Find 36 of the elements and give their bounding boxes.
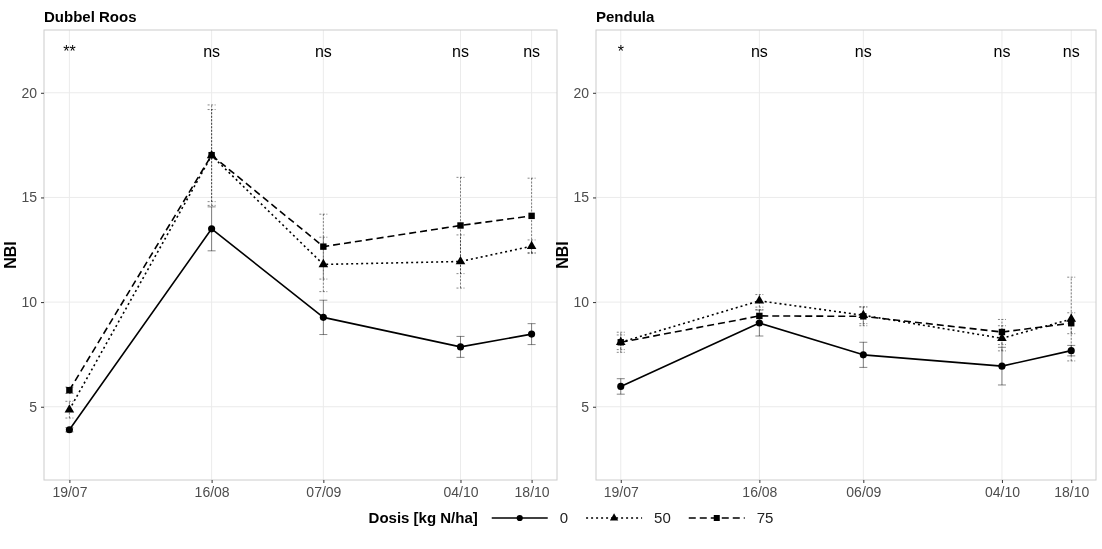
x-tick-label: 07/09 xyxy=(306,483,342,500)
chart-title: Pendula xyxy=(596,8,655,25)
x-tick-label: 19/07 xyxy=(603,483,639,500)
annotation: ** xyxy=(63,43,76,60)
legend-label: 75 xyxy=(756,509,774,526)
chart-title: Dubbel Roos xyxy=(44,8,137,25)
annotation: ns xyxy=(993,43,1011,60)
annotation: ns xyxy=(314,43,332,60)
y-tick-label: 15 xyxy=(21,189,38,206)
x-tick-label: 18/10 xyxy=(514,483,550,500)
annotation: * xyxy=(617,43,624,60)
y-tick-label: 20 xyxy=(573,84,590,101)
x-tick-label: 16/08 xyxy=(742,483,778,500)
y-tick-label: 15 xyxy=(573,189,590,206)
annotation: ns xyxy=(1062,43,1080,60)
annotation: ns xyxy=(750,43,768,60)
annotation: ns xyxy=(523,43,541,60)
y-axis-title: NBI xyxy=(554,241,571,269)
annotation: ns xyxy=(854,43,872,60)
annotation: ns xyxy=(452,43,469,60)
x-tick-label: 04/10 xyxy=(984,483,1021,500)
x-tick-label: 06/09 xyxy=(846,483,882,500)
x-tick-label: 19/07 xyxy=(52,483,88,500)
y-tick-label: 20 xyxy=(21,84,38,101)
x-tick-label: 04/10 xyxy=(443,483,479,500)
y-tick-label: 10 xyxy=(573,294,590,311)
legend-label: 0 xyxy=(559,509,569,526)
legend-label: 50 xyxy=(654,509,671,526)
y-tick-label: 5 xyxy=(581,398,590,415)
x-tick-label: 16/08 xyxy=(194,483,230,500)
annotation: ns xyxy=(203,43,221,60)
y-axis-title: NBI xyxy=(2,241,19,269)
y-tick-label: 5 xyxy=(29,398,38,415)
x-tick-label: 18/10 xyxy=(1054,483,1090,500)
y-tick-label: 10 xyxy=(21,294,38,311)
legend-title: Dosis [kg N/ha] xyxy=(368,509,478,526)
